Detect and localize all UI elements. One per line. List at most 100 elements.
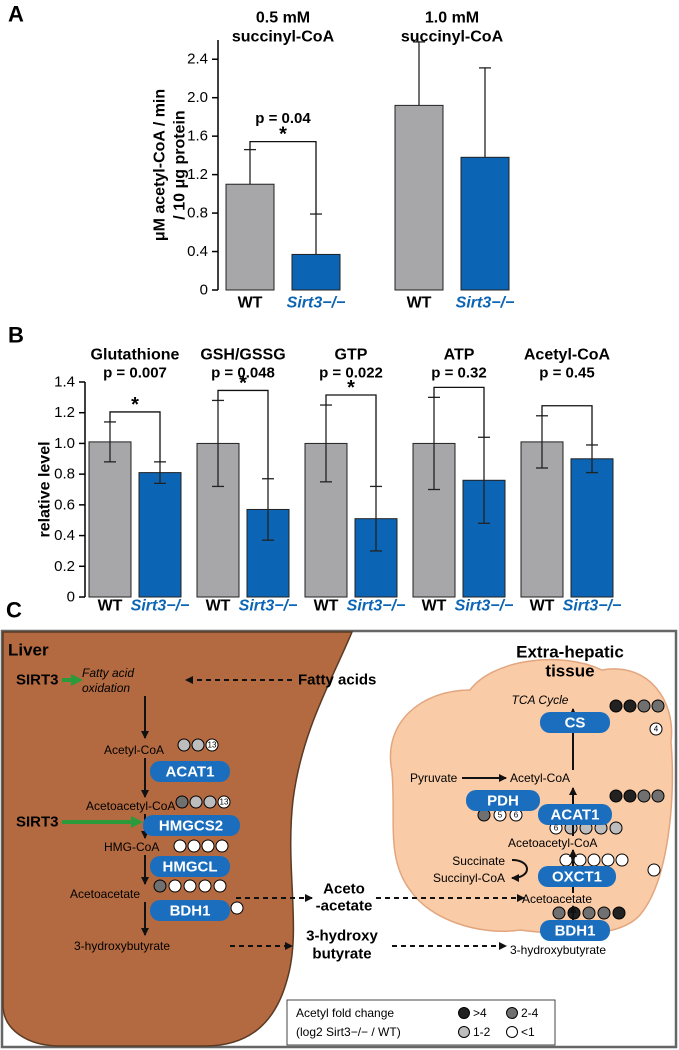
significance-bracket (541, 405, 593, 445)
dot-label: 5 (498, 811, 503, 820)
legend-dot (506, 1026, 518, 1038)
series-label: Sirt3−/− (347, 598, 406, 615)
y-tick-label: 0.4 (54, 527, 75, 544)
enzyme: OXCT1 (552, 869, 602, 886)
bar (460, 156, 510, 291)
metabolite: Acetoacetyl-CoA (508, 836, 597, 850)
y-tick-label: 1.6 (187, 128, 208, 145)
category-label: Glutathione (91, 347, 180, 364)
y-tick-label: 0.4 (187, 243, 208, 260)
p-value: p = 0.048 (211, 365, 275, 382)
transport-label: -acetate (316, 898, 373, 915)
tissue-title: tissue (545, 662, 594, 681)
y-tick-label: 0 (67, 589, 75, 606)
liver-shape (2, 631, 354, 1047)
y-tick-label: 2.4 (187, 51, 208, 68)
p-value: p = 0.022 (319, 365, 383, 382)
y-tick-label: 1.2 (187, 166, 208, 183)
metabolite: Succinate (452, 854, 505, 868)
category-label: succinyl-CoA (401, 29, 504, 46)
significance-star: * (239, 372, 247, 394)
metabolite: Acetoacetate (70, 887, 140, 901)
metabolite: Acetoacetate (522, 892, 592, 906)
series-label: Sirt3−/− (563, 598, 622, 615)
enzyme-pill (150, 856, 230, 877)
dot-label: 4 (654, 725, 659, 734)
enzyme-pill (150, 900, 230, 921)
series-label: WT (238, 295, 263, 312)
legend-title: Acetyl fold change (296, 1006, 394, 1020)
liver-title: Liver (8, 641, 49, 660)
category-label: 1.0 mM (425, 10, 479, 27)
y-axis-label: relative level (37, 441, 54, 537)
category-label: 0.5 mM (256, 10, 310, 27)
metabolite: Acetyl-CoA (104, 743, 164, 757)
panel-label: B (8, 323, 24, 348)
series-label: Sirt3−/− (455, 598, 514, 615)
enzyme: PDH (487, 793, 519, 810)
pathway-diagram: C Liver SIRT3 Fatty acid oxidation Fatty… (0, 598, 678, 1049)
bar (394, 104, 444, 291)
legend-item: 2-4 (521, 1006, 539, 1020)
series-label: WT (407, 295, 432, 312)
enzyme: CS (565, 715, 586, 732)
transport-label: 3-hydroxy (306, 928, 378, 945)
enzyme-pill (540, 712, 610, 733)
enzyme-pill (538, 866, 616, 887)
legend-dot (506, 1007, 518, 1019)
y-tick-label: 2.0 (187, 89, 208, 106)
sirt3: SIRT3 (16, 814, 59, 831)
series-label: Sirt3−/− (287, 295, 346, 312)
y-axis-label: μM acetyl-CoA / min (152, 89, 169, 241)
enzyme-pill (143, 815, 240, 836)
enzyme-pill (150, 761, 230, 782)
p-value: p = 0.32 (431, 365, 486, 382)
dot-label: 13 (220, 798, 229, 807)
sirt3: SIRT3 (16, 672, 59, 689)
category-label: succinyl-CoA (232, 29, 335, 46)
enzyme: ACAT1 (166, 764, 215, 781)
y-tick-label: 1.0 (54, 435, 75, 452)
significance-star: * (279, 124, 287, 146)
significance-bracket (433, 386, 485, 438)
series-label: WT (314, 598, 339, 615)
dot-label: 6 (554, 824, 559, 833)
y-tick-label: 0.8 (54, 466, 75, 483)
p-value: p = 0.007 (103, 365, 167, 382)
series-label: Sirt3−/− (456, 295, 515, 312)
metabolite: Succinyl-CoA (433, 871, 505, 885)
enzyme: HMGCS2 (159, 818, 223, 835)
enzyme-pill (540, 920, 610, 941)
y-tick-label: 0.8 (187, 205, 208, 222)
dot-label: 6 (514, 811, 519, 820)
bar (138, 472, 182, 598)
significance-bracket (109, 411, 161, 462)
metabolite: 3-hydroxybutyrate (510, 943, 606, 957)
y-tick-label: 1.4 (54, 374, 75, 391)
category-label: GTP (335, 347, 368, 364)
significance-star: * (131, 394, 139, 416)
fao: oxidation (82, 681, 130, 695)
y-tick-label: 1.2 (54, 404, 75, 421)
dot-label: 13 (208, 741, 217, 750)
series-label: Sirt3−/− (131, 598, 190, 615)
y-tick-label: 0.6 (54, 496, 75, 513)
fatty-acids: Fatty acids (298, 672, 376, 689)
panel-label: C (6, 598, 22, 623)
series-label: WT (98, 598, 123, 615)
transport-label: butyrate (312, 946, 371, 963)
p-value: p = 0.45 (539, 365, 594, 382)
y-tick-label: 0 (200, 282, 208, 299)
series-label: WT (530, 598, 555, 615)
enzyme: BDH1 (170, 903, 211, 920)
metabolite: HMG-CoA (104, 840, 159, 854)
bar (570, 458, 614, 598)
significance-star: * (347, 377, 355, 399)
fao: Fatty acid (82, 666, 134, 680)
legend-item: <1 (521, 1025, 535, 1039)
p-value: p = 0.04 (255, 110, 311, 127)
bar (291, 253, 341, 291)
legend-title: (log2 Sirt3−/− / WT) (296, 1025, 401, 1039)
enzyme: HMGCL (163, 859, 218, 876)
coupled-arrow (511, 859, 528, 882)
